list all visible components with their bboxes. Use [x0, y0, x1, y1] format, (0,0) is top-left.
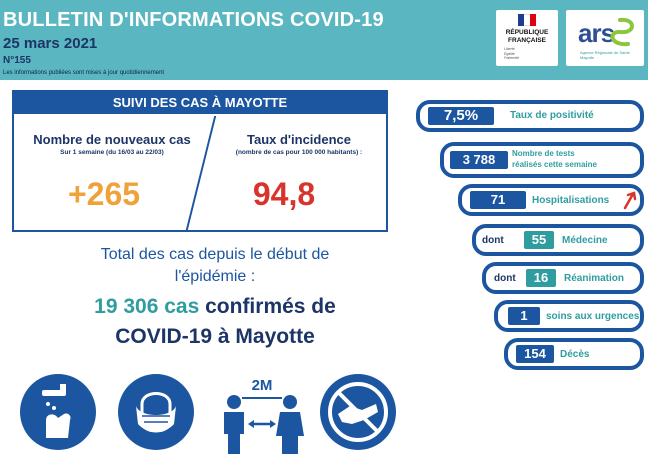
- bulletin-number: N°155: [3, 55, 31, 66]
- medecine-card: dont 55 Médecine: [472, 224, 644, 256]
- hospitalisations-card: 71 Hospitalisations: [458, 184, 644, 216]
- incidence-value: 94,8: [252, 176, 316, 212]
- suivi-heading: SUIVI DES CAS À MAYOTTE: [14, 92, 386, 114]
- ars-swoosh-icon: [610, 17, 634, 47]
- tests-card: 3 788 Nombre de tests réalisés cette sem…: [440, 142, 644, 178]
- ars-wordmark: ars: [578, 18, 615, 48]
- tests-value: 3 788: [450, 151, 508, 169]
- medecine-label: Médecine: [562, 235, 608, 246]
- reanimation-value: 16: [526, 269, 556, 287]
- ars-subtitle: Agence Régionale de Santé Mayotte: [580, 50, 630, 60]
- bulletin-title: BULLETIN D'INFORMATIONS COVID-19: [3, 9, 384, 31]
- deces-value: 154: [516, 345, 554, 363]
- hospitalisations-label: Hospitalisations: [532, 195, 610, 206]
- incidence-subtitle: (nombre de cas pour 100 000 habitants) :: [235, 149, 363, 156]
- french-flag-icon: [518, 14, 536, 26]
- no-handshake-icon: [320, 374, 396, 450]
- social-distancing-icon: 2M: [212, 372, 312, 456]
- total-intro: Total des cas depuis le début de l'épidé…: [100, 246, 330, 285]
- tests-label: Nombre de tests réalisés cette semaine: [512, 149, 597, 169]
- header-banner: BULLETIN D'INFORMATIONS COVID-19 25 mars…: [0, 0, 648, 80]
- medecine-prefix: dont: [482, 235, 504, 246]
- hospitalisations-value: 71: [470, 191, 526, 209]
- update-note: Les informations publiées sont mises à j…: [3, 70, 165, 76]
- total-cases: 19 306 cas confirmés de COVID-19 à Mayot…: [94, 295, 336, 348]
- republique-line1: RÉPUBLIQUE: [505, 29, 549, 36]
- new-cases-title: Nombre de nouveaux cas: [33, 132, 191, 147]
- reanimation-prefix: dont: [494, 273, 516, 284]
- republique-line2: FRANÇAISE: [508, 37, 546, 44]
- bulletin-date: 25 mars 2021: [3, 35, 98, 52]
- hand-washing-icon: [20, 374, 96, 450]
- urgences-label: soins aux urgences: [546, 311, 640, 322]
- reanimation-label: Réanimation: [564, 273, 625, 284]
- suivi-des-cas-panel: SUIVI DES CAS À MAYOTTE Nombre de nouvea…: [12, 90, 388, 232]
- face-mask-icon: [118, 374, 194, 450]
- new-cases-value: +265: [67, 176, 141, 212]
- republique-francaise-logo: RÉPUBLIQUE FRANÇAISE Liberté Égalité Fra…: [496, 10, 558, 66]
- urgences-card: 1 soins aux urgences: [494, 300, 644, 332]
- deces-card: 154 Décès: [504, 338, 644, 370]
- reanimation-card: dont 16 Réanimation: [482, 262, 644, 294]
- total-count: 19 306 cas: [94, 295, 200, 318]
- new-cases-subtitle: Sur 1 semaine (du 16/03 au 22/03): [60, 149, 164, 156]
- urgences-value: 1: [508, 307, 540, 325]
- positivity-rate-card: 7,5% Taux de positivité: [416, 100, 644, 132]
- republique-motto: Liberté Égalité Fraternité: [504, 47, 519, 60]
- ars-logo: ars Agence Régionale de Santé Mayotte: [566, 10, 644, 66]
- distance-label: 2M: [252, 377, 273, 394]
- medecine-value: 55: [524, 231, 554, 249]
- positivity-label: Taux de positivité: [510, 110, 594, 121]
- incidence-title: Taux d'incidence: [247, 132, 351, 147]
- arrow-up-icon: [623, 191, 637, 210]
- deces-label: Décès: [560, 349, 590, 360]
- positivity-value: 7,5%: [428, 107, 494, 125]
